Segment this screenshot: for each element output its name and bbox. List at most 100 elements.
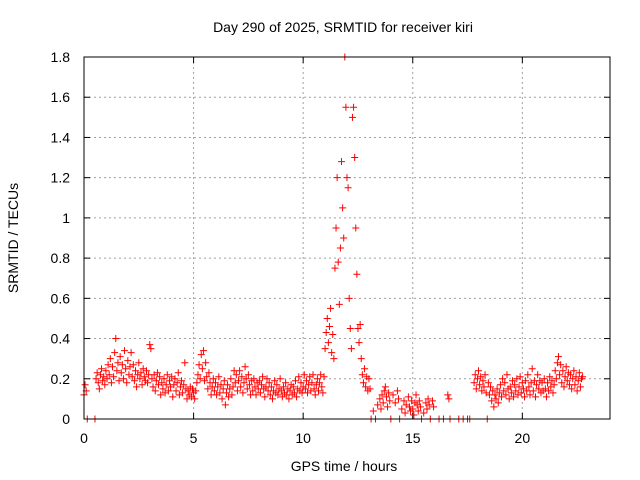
data-point bbox=[232, 371, 240, 379]
data-point bbox=[205, 369, 213, 377]
data-point bbox=[311, 391, 319, 399]
data-point bbox=[331, 264, 339, 272]
data-point bbox=[236, 367, 244, 375]
data-point bbox=[334, 258, 342, 266]
data-point bbox=[358, 371, 366, 379]
data-point bbox=[274, 391, 282, 399]
data-point bbox=[183, 395, 191, 403]
data-point bbox=[301, 385, 309, 393]
data-point bbox=[81, 381, 89, 389]
data-point bbox=[515, 383, 523, 391]
data-point bbox=[573, 387, 581, 395]
data-point bbox=[393, 387, 401, 395]
data-point bbox=[521, 393, 529, 401]
data-point bbox=[224, 381, 232, 389]
y-tick-label: 1.8 bbox=[51, 49, 71, 65]
data-point bbox=[332, 224, 340, 232]
data-point bbox=[379, 399, 387, 407]
y-tick-label: 1.4 bbox=[51, 129, 71, 145]
data-point bbox=[148, 375, 156, 383]
data-point bbox=[268, 395, 276, 403]
data-point bbox=[295, 373, 303, 381]
data-point bbox=[278, 393, 286, 401]
data-point bbox=[546, 373, 554, 381]
data-point bbox=[545, 387, 553, 395]
data-point bbox=[105, 371, 113, 379]
data-point bbox=[351, 154, 359, 162]
data-point bbox=[415, 397, 423, 405]
data-point bbox=[196, 375, 204, 383]
data-point bbox=[235, 377, 243, 385]
data-point bbox=[255, 377, 263, 385]
data-point bbox=[492, 395, 500, 403]
data-point bbox=[115, 377, 123, 385]
data-point bbox=[108, 363, 116, 371]
data-point bbox=[130, 377, 138, 385]
data-point bbox=[377, 405, 385, 413]
data-point bbox=[156, 373, 164, 381]
data-point bbox=[357, 355, 365, 363]
data-point bbox=[111, 349, 119, 357]
data-point bbox=[491, 391, 499, 399]
data-point bbox=[219, 385, 227, 393]
data-point bbox=[579, 373, 587, 381]
data-point bbox=[540, 375, 548, 383]
data-point bbox=[470, 379, 478, 387]
data-point bbox=[144, 379, 152, 387]
data-point bbox=[302, 377, 310, 385]
data-point bbox=[444, 391, 452, 399]
data-point bbox=[286, 387, 294, 395]
data-point bbox=[103, 375, 111, 383]
data-point bbox=[516, 373, 524, 381]
data-point bbox=[180, 381, 188, 389]
data-point bbox=[428, 397, 436, 405]
data-point bbox=[106, 355, 114, 363]
data-point bbox=[218, 395, 226, 403]
data-point bbox=[110, 373, 118, 381]
data-point bbox=[285, 395, 293, 403]
data-point bbox=[266, 391, 274, 399]
x-axis-label: GPS time / hours bbox=[291, 458, 398, 474]
data-point bbox=[493, 385, 501, 393]
data-point bbox=[386, 397, 394, 405]
data-point bbox=[313, 375, 321, 383]
data-point bbox=[501, 379, 509, 387]
data-point bbox=[354, 325, 362, 332]
data-point bbox=[229, 383, 237, 391]
data-point bbox=[136, 375, 144, 383]
data-point bbox=[329, 331, 337, 339]
data-point bbox=[416, 403, 424, 411]
data-point bbox=[420, 409, 428, 417]
data-point bbox=[149, 383, 157, 391]
data-point bbox=[273, 381, 281, 389]
data-point bbox=[101, 381, 109, 389]
data-point bbox=[132, 367, 140, 375]
data-point bbox=[550, 381, 558, 389]
data-point bbox=[328, 349, 336, 357]
data-point bbox=[479, 377, 487, 385]
data-point bbox=[333, 174, 341, 182]
data-point bbox=[342, 103, 350, 111]
data-point bbox=[506, 383, 514, 391]
data-point bbox=[356, 320, 364, 328]
data-point bbox=[104, 361, 112, 369]
data-point bbox=[325, 322, 333, 330]
data-point bbox=[343, 174, 351, 182]
data-point bbox=[267, 383, 275, 391]
data-point bbox=[197, 351, 205, 359]
data-point bbox=[542, 393, 550, 401]
data-point bbox=[395, 395, 403, 403]
data-point bbox=[289, 383, 297, 391]
data-point bbox=[499, 375, 507, 383]
data-point bbox=[503, 371, 511, 379]
data-point bbox=[151, 387, 159, 395]
data-point bbox=[355, 339, 363, 347]
data-point bbox=[425, 401, 433, 409]
data-point bbox=[389, 391, 397, 399]
data-point bbox=[147, 345, 155, 353]
data-point bbox=[259, 373, 267, 381]
y-axis-label: SRMTID / TECUs bbox=[5, 183, 21, 293]
data-point bbox=[525, 383, 533, 391]
data-point bbox=[107, 379, 115, 387]
data-point bbox=[199, 347, 207, 355]
